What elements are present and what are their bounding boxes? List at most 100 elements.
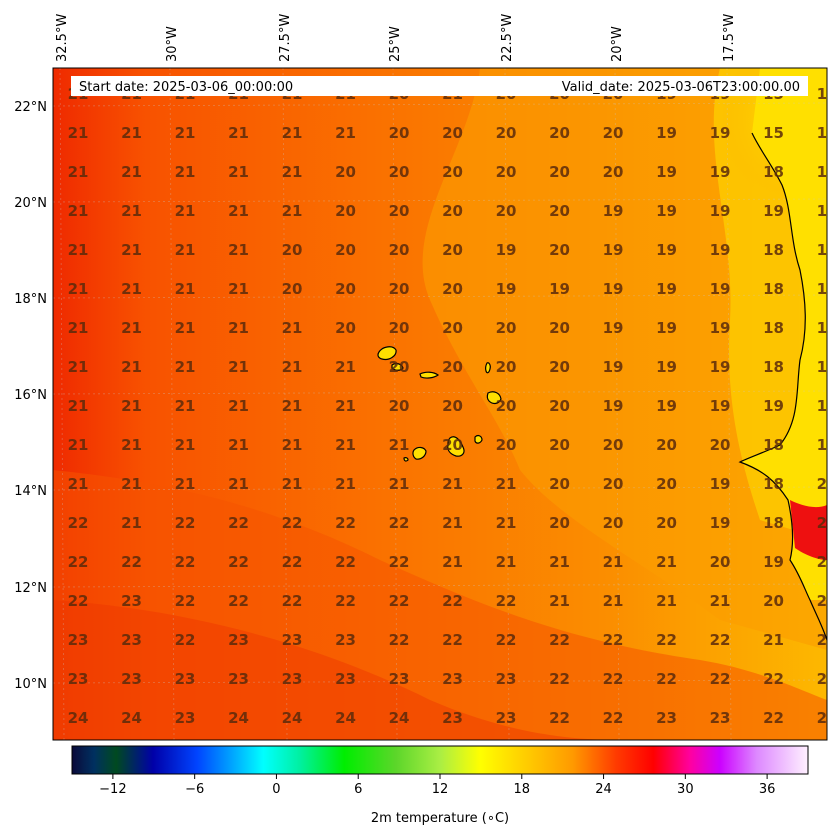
- grid-value: 24: [335, 709, 356, 727]
- grid-value: 20: [496, 124, 517, 142]
- map-border: [52, 67, 828, 741]
- grid-value: 23: [496, 709, 517, 727]
- grid-value: 18: [763, 241, 784, 259]
- grid-value: 21: [335, 475, 356, 493]
- lat-label: 18°N: [14, 292, 47, 307]
- grid-value: 21: [282, 202, 303, 220]
- grid-value: 19: [710, 358, 731, 376]
- grid-value: 17: [817, 163, 837, 181]
- meridian-line: [282, 68, 288, 740]
- grid-value: 23: [175, 670, 196, 688]
- grid-value: 20: [817, 475, 837, 493]
- parallel-line: [53, 390, 827, 395]
- grid-value: 20: [549, 358, 570, 376]
- grid-value: 19: [603, 397, 624, 415]
- grid-value: 23: [389, 670, 410, 688]
- grid-value: 23: [335, 670, 356, 688]
- grid-value: 21: [68, 163, 89, 181]
- grid-value: 20: [335, 280, 356, 298]
- coastline: [738, 132, 827, 641]
- grid-value: 22: [817, 670, 837, 688]
- colorbar-tick-label: 12: [432, 782, 449, 797]
- grid-value: 22: [603, 631, 624, 649]
- lat-label: 10°N: [14, 677, 47, 692]
- grid-value: 21: [121, 241, 142, 259]
- grid-value: 20: [442, 163, 463, 181]
- grid-value: 16: [817, 124, 837, 142]
- value-grid: 21 21 21 21 21 21 20 21 20 20 20 19 19 15 15 21 21 21 21 21…: [68, 85, 837, 727]
- grid-value: 20: [549, 319, 570, 337]
- grid-value: 15: [817, 85, 837, 103]
- grid-value: 22: [442, 631, 463, 649]
- grid-value: 21: [68, 475, 89, 493]
- grid-value: 22: [228, 514, 249, 532]
- grid-value: 20: [549, 163, 570, 181]
- grid-value: 20: [656, 475, 677, 493]
- grid-value: 22: [228, 553, 249, 571]
- grid-value: 21: [121, 280, 142, 298]
- grid-value: 21: [68, 280, 89, 298]
- grid-value: 22: [389, 592, 410, 610]
- grid-value: 21: [175, 280, 196, 298]
- colorbar-tick-label: 6: [354, 782, 362, 797]
- graticule: [53, 68, 827, 740]
- grid-value: 16: [817, 241, 837, 259]
- grid-value: 20: [442, 280, 463, 298]
- grid-value: 20: [656, 514, 677, 532]
- lat-label: 16°N: [14, 388, 47, 403]
- grid-value: 20: [763, 592, 784, 610]
- temperature-field: [53, 68, 827, 740]
- lat-label: 20°N: [14, 196, 47, 211]
- grid-value: 19: [763, 397, 784, 415]
- grid-value: 19: [656, 241, 677, 259]
- grid-value: 21: [175, 241, 196, 259]
- grid-value: 20: [603, 475, 624, 493]
- grid-value: 22: [335, 592, 356, 610]
- grid-value: 22: [68, 553, 89, 571]
- grid-value: 19: [710, 163, 731, 181]
- grid-value: 20: [335, 319, 356, 337]
- lon-label: 30°W: [165, 26, 180, 62]
- grid-value: 22: [496, 631, 517, 649]
- grid-value: 21: [228, 241, 249, 259]
- grid-value: 22: [549, 709, 570, 727]
- grid-value: 21: [121, 202, 142, 220]
- meridian-line: [169, 68, 175, 740]
- grid-value: 20: [603, 124, 624, 142]
- grid-value: 23: [442, 709, 463, 727]
- grid-value: 21: [763, 631, 784, 649]
- grid-value: 19: [710, 514, 731, 532]
- grid-value: 18: [763, 514, 784, 532]
- meridian-line: [614, 68, 620, 740]
- grid-value: 23: [282, 670, 303, 688]
- grid-value: 19: [656, 358, 677, 376]
- grid-value: 21: [710, 592, 731, 610]
- grid-value: 22: [710, 670, 731, 688]
- grid-value: 22: [68, 514, 89, 532]
- grid-value: 22: [335, 553, 356, 571]
- lat-label: 22°N: [14, 100, 47, 115]
- grid-value: 22: [549, 670, 570, 688]
- grid-value: 21: [282, 358, 303, 376]
- parallel-line: [53, 102, 827, 107]
- grid-value: 21: [549, 592, 570, 610]
- grid-value: 22: [389, 514, 410, 532]
- grid-value: 22: [763, 670, 784, 688]
- grid-value: 21: [442, 514, 463, 532]
- grid-value: 23: [282, 631, 303, 649]
- grid-value: 15: [817, 319, 837, 337]
- grid-value: 20: [389, 358, 410, 376]
- grid-value: 20: [282, 280, 303, 298]
- grid-value: 21: [68, 358, 89, 376]
- grid-value: 20: [656, 436, 677, 454]
- grid-value: 21: [389, 436, 410, 454]
- grid-value: 22: [282, 592, 303, 610]
- grid-value: 23: [68, 670, 89, 688]
- grid-value: 18: [763, 436, 784, 454]
- lon-label: 25°W: [388, 26, 403, 62]
- grid-value: 23: [817, 709, 837, 727]
- parallel-line: [53, 198, 827, 203]
- grid-value: 21: [496, 514, 517, 532]
- grid-value: 23: [710, 709, 731, 727]
